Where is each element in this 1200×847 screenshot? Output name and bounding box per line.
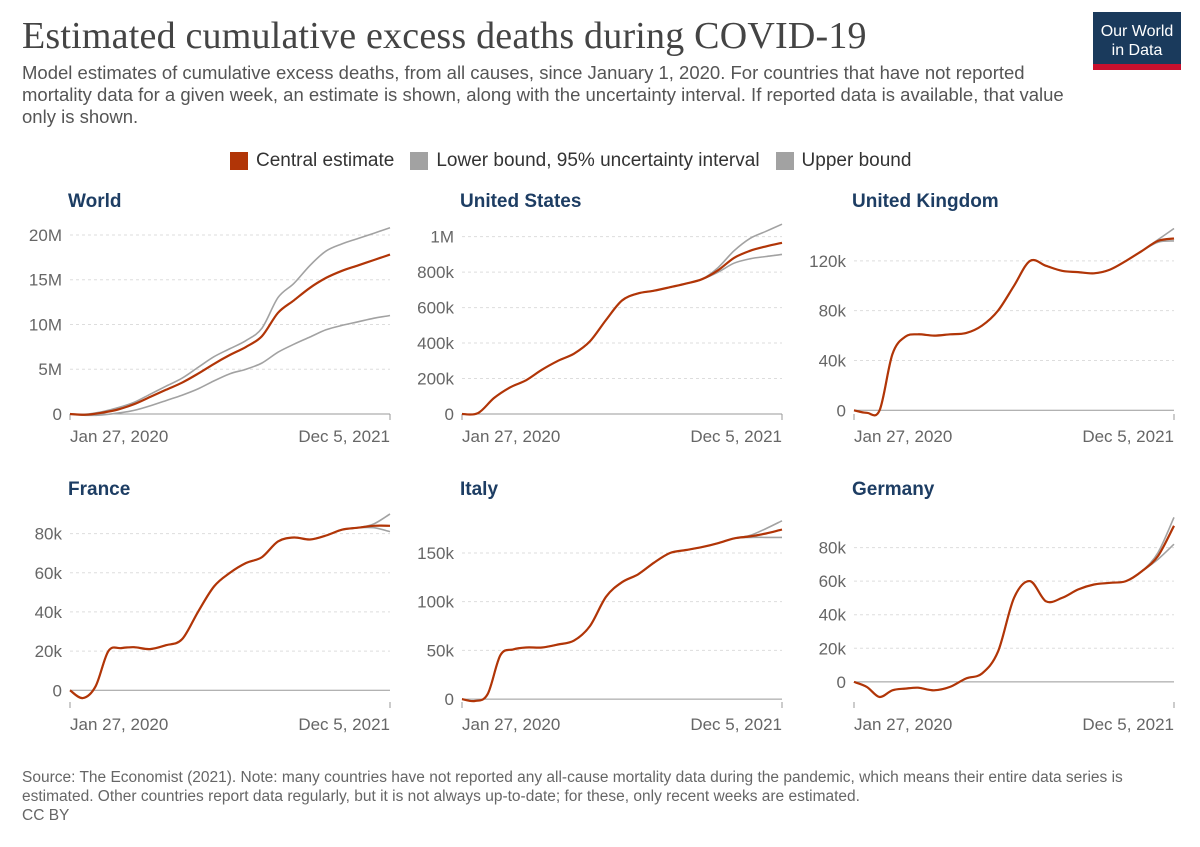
chart-germany[interactable]: Germany 0 20k 40k 60k 80k Jan 27, 2020 Dec 5, 2… — [804, 474, 1184, 744]
y-tick-label: 100k — [417, 593, 454, 612]
y-tick-label: 1M — [430, 228, 454, 247]
y-tick-label: 15M — [29, 271, 62, 290]
legend-swatch-lower — [410, 152, 429, 170]
series-line-lower-bound-95-uncertainty-interval[interactable] — [461, 253, 783, 416]
series-line-lower-bound-95-uncertainty-interval[interactable] — [853, 240, 1175, 417]
chart-title: France — [68, 479, 130, 500]
chart-france[interactable]: France 0 20k 40k 60k 80k Jan 27, 2020 Dec 5, 20… — [20, 474, 400, 744]
chart-united-kingdom[interactable]: United Kingdom 0 40k 80k 120k Jan 27, 2020 Dec… — [804, 186, 1184, 456]
y-tick-label: 600k — [417, 299, 454, 318]
y-tick-label: 20k — [35, 642, 63, 661]
chart-united-states[interactable]: United States 0 200k 400k 600k 800k 1M Jan 27, … — [412, 186, 792, 456]
y-tick-label: 20k — [819, 639, 847, 658]
legend-item-lower[interactable]: Lower bound, 95% uncertainty interval — [410, 150, 760, 172]
chart-title: United States — [460, 191, 581, 212]
y-tick-label: 80k — [35, 525, 63, 544]
y-tick-label: 10M — [29, 315, 62, 334]
series-line-central-estimate[interactable] — [461, 528, 783, 703]
y-tick-label: 40k — [819, 606, 847, 625]
logo-accent-bar — [1093, 64, 1181, 70]
legend: Central estimate Lower bound, 95% uncert… — [230, 150, 927, 172]
x-tick-label: Dec 5, 2021 — [298, 715, 390, 734]
series-line-upper-bound[interactable] — [69, 227, 391, 416]
chart-title: Italy — [460, 479, 498, 500]
y-tick-label: 20M — [29, 226, 62, 245]
logo-line-1: Our World — [1100, 23, 1174, 40]
x-tick-label: Jan 27, 2020 — [462, 427, 560, 446]
y-tick-label: 50k — [427, 641, 455, 660]
series-line-lower-bound-95-uncertainty-interval[interactable] — [461, 536, 782, 702]
series-line-lower-bound-95-uncertainty-interval[interactable] — [69, 314, 391, 417]
chart-world[interactable]: World 0 5M 10M 15M 20M Jan 27, 2020 Dec 5, 2021 — [20, 186, 400, 456]
x-tick-label: Dec 5, 2021 — [690, 715, 782, 734]
series-line-upper-bound[interactable] — [853, 227, 1175, 417]
legend-swatch-upper — [775, 152, 794, 170]
series-line-upper-bound[interactable] — [461, 223, 783, 416]
y-tick-label: 0 — [445, 690, 454, 709]
y-tick-label: 80k — [819, 539, 847, 558]
series-line-upper-bound[interactable] — [69, 513, 391, 699]
y-tick-label: 0 — [53, 405, 62, 424]
x-tick-label: Jan 27, 2020 — [462, 715, 560, 734]
x-tick-label: Jan 27, 2020 — [854, 715, 952, 734]
y-tick-label: 800k — [417, 263, 454, 282]
source-note: Source: The Economist (2021). Note: many… — [22, 769, 1123, 805]
legend-swatch-central — [230, 152, 248, 170]
series-line-central-estimate[interactable] — [69, 524, 391, 700]
legend-item-upper[interactable]: Upper bound — [775, 150, 912, 172]
logo-line-2: in Data — [1111, 42, 1163, 59]
chart-title: United Kingdom — [852, 191, 999, 212]
series-line-upper-bound[interactable] — [853, 517, 1175, 698]
chart-title: World — [68, 191, 121, 212]
y-tick-label: 40k — [819, 351, 847, 370]
chart-title: Germany — [852, 479, 935, 500]
y-tick-label: 0 — [445, 405, 454, 424]
page-title: Estimated cumulative excess deaths durin… — [22, 15, 867, 57]
y-tick-label: 400k — [417, 334, 454, 353]
y-tick-label: 200k — [417, 370, 454, 389]
license[interactable]: CC BY — [22, 807, 70, 824]
series-line-upper-bound[interactable] — [461, 520, 783, 702]
legend-item-central[interactable]: Central estimate — [230, 150, 394, 172]
chart-italy[interactable]: Italy 0 50k 100k 150k Jan 27, 2020 Dec 5, 2021 — [412, 474, 792, 744]
y-tick-label: 0 — [837, 401, 846, 420]
x-tick-label: Dec 5, 2021 — [298, 427, 390, 446]
series-line-central-estimate[interactable] — [69, 253, 391, 416]
y-tick-label: 0 — [837, 673, 846, 692]
y-tick-label: 60k — [819, 572, 847, 591]
y-tick-label: 80k — [819, 302, 847, 321]
legend-label-upper: Upper bound — [801, 150, 912, 171]
series-line-central-estimate[interactable] — [853, 237, 1175, 417]
x-tick-label: Jan 27, 2020 — [70, 427, 168, 446]
y-tick-label: 0 — [53, 681, 62, 700]
owid-logo[interactable]: Our World in Data — [1093, 12, 1181, 70]
x-tick-label: Dec 5, 2021 — [690, 427, 782, 446]
legend-label-lower: Lower bound, 95% uncertainty interval — [436, 150, 760, 171]
y-tick-label: 5M — [38, 360, 62, 379]
x-tick-label: Jan 27, 2020 — [70, 715, 168, 734]
legend-label-central: Central estimate — [256, 150, 395, 171]
x-tick-label: Jan 27, 2020 — [854, 427, 952, 446]
y-tick-label: 40k — [35, 603, 63, 622]
series-line-central-estimate[interactable] — [853, 525, 1175, 699]
x-tick-label: Dec 5, 2021 — [1082, 427, 1174, 446]
series-line-central-estimate[interactable] — [461, 241, 783, 416]
page-subtitle: Model estimates of cumulative excess dea… — [22, 62, 1064, 127]
x-tick-label: Dec 5, 2021 — [1082, 715, 1174, 734]
y-tick-label: 150k — [417, 544, 454, 563]
y-tick-label: 120k — [809, 252, 846, 271]
series-line-lower-bound-95-uncertainty-interval[interactable] — [853, 543, 1175, 698]
footer: Source: The Economist (2021). Note: many… — [22, 768, 1182, 825]
y-tick-label: 60k — [35, 564, 63, 583]
series-line-lower-bound-95-uncertainty-interval[interactable] — [69, 526, 391, 699]
